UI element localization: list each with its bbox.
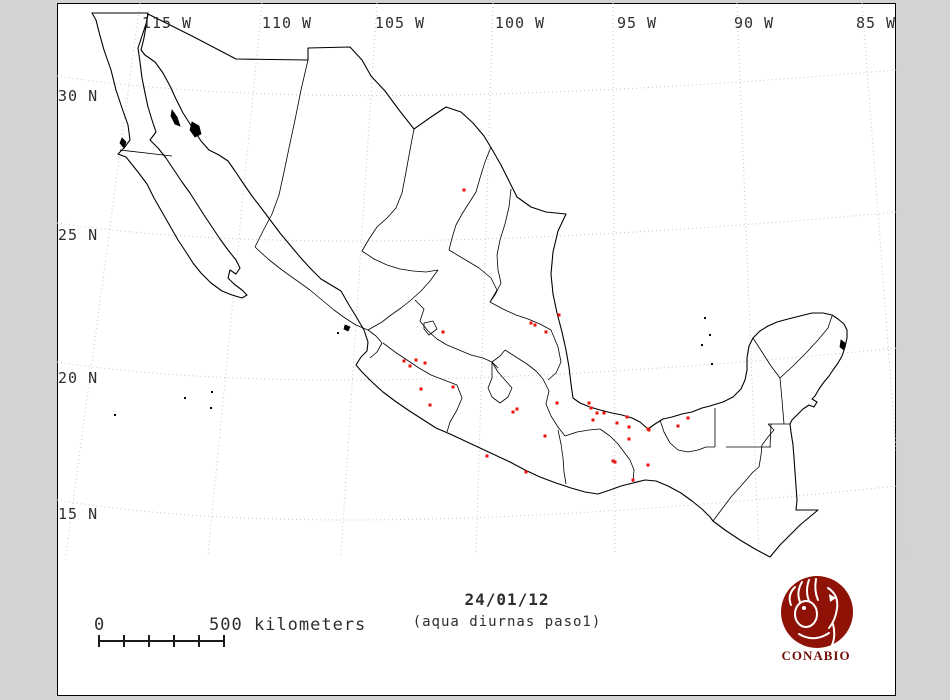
scale-bar (98, 635, 225, 647)
state-borders (119, 59, 833, 522)
fire-dot (589, 406, 593, 410)
graticule-grid (56, 2, 905, 556)
fire-dot (524, 470, 528, 474)
lon-label: 115 W (141, 14, 193, 32)
fire-dot (428, 403, 432, 407)
lat-label: 25 N (58, 226, 99, 244)
lat-label: 15 N (58, 505, 99, 523)
fire-dot (602, 411, 606, 415)
fire-dot (544, 330, 548, 334)
fire-dot (625, 415, 629, 419)
fire-dot (591, 418, 595, 422)
fire-dot (414, 358, 418, 362)
conabio-logo-icon (781, 576, 853, 648)
fire-dot (676, 424, 680, 428)
fire-dot (529, 321, 533, 325)
lon-label: 90 W (733, 14, 775, 32)
lon-label: 95 W (616, 14, 658, 32)
fire-dot (631, 478, 635, 482)
fire-dot (611, 459, 615, 463)
fire-dot (646, 427, 650, 431)
fire-dot (451, 385, 455, 389)
fire-dot (402, 359, 406, 363)
fire-dot (515, 407, 519, 411)
lon-label: 85 W (855, 14, 897, 32)
fire-dot (646, 463, 650, 467)
lon-label: 105 W (374, 14, 426, 32)
fire-dot (462, 188, 466, 192)
scale-zero-label: 0 (94, 615, 105, 635)
fire-dot (543, 434, 547, 438)
fire-dot (613, 460, 617, 464)
scale-distance-label: 500 kilometers (209, 615, 367, 635)
fire-dot (441, 330, 445, 334)
fire-dot (587, 401, 591, 405)
map-subtitle: (aqua diurnas paso1) (412, 614, 602, 630)
lat-label: 20 N (58, 369, 99, 387)
map-date: 24/01/12 (464, 590, 550, 609)
lon-label: 110 W (261, 14, 313, 32)
lon-label: 100 W (494, 14, 546, 32)
lat-label: 30 N (58, 87, 99, 105)
fire-dot (627, 425, 631, 429)
fire-dot (533, 323, 537, 327)
mexico-coastline (91, 12, 848, 558)
fire-dot (686, 416, 690, 420)
fire-dot (615, 421, 619, 425)
fire-hotspot-dots (402, 188, 690, 482)
fire-dot (627, 437, 631, 441)
conabio-logo-label: CONABIO (781, 648, 851, 663)
fire-dot (408, 364, 412, 368)
map-frame (57, 3, 896, 696)
islands (114, 108, 846, 416)
fire-dot (511, 410, 515, 414)
fire-dot (423, 361, 427, 365)
fire-dot (557, 313, 561, 317)
fire-dot (555, 401, 559, 405)
fire-dot (419, 387, 423, 391)
fire-dot (485, 454, 489, 458)
fire-dot (595, 411, 599, 415)
